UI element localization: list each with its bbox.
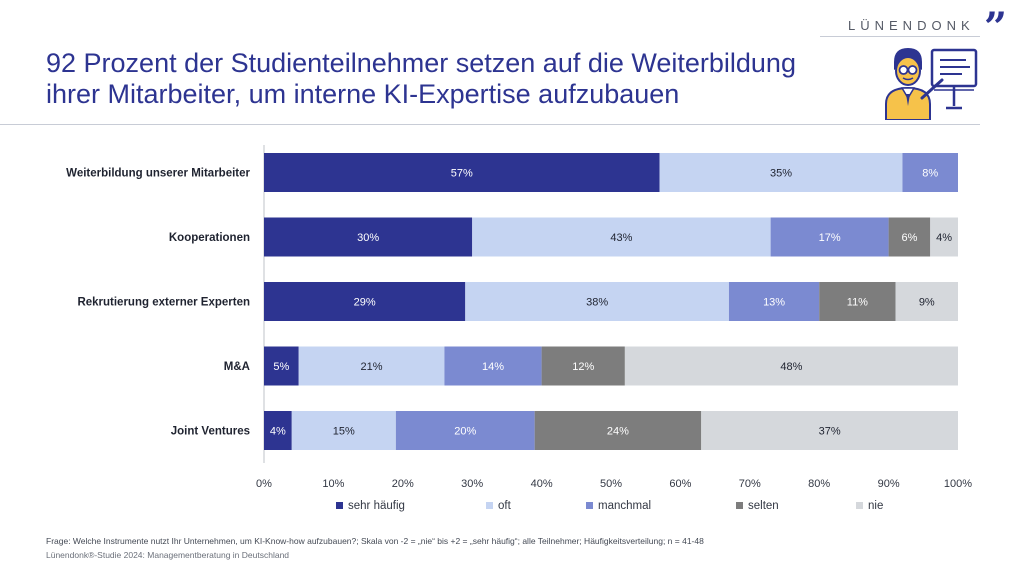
bar-segment: [264, 346, 299, 386]
category-label: Weiterbildung unserer Mitarbeiter: [66, 168, 250, 180]
x-tick-label: 20%: [392, 478, 414, 490]
bar-segment: [472, 217, 771, 257]
x-tick-label: 30%: [461, 478, 483, 490]
data-label: 5%: [273, 361, 289, 373]
chart-legend: sehr häufig oft manchmal selten nie: [336, 500, 883, 512]
data-label: 21%: [361, 361, 383, 373]
presenter-illustration-icon: [885, 48, 978, 120]
data-label: 4%: [936, 232, 952, 244]
x-tick-label: 40%: [531, 478, 553, 490]
bar-segment: [298, 346, 445, 386]
data-label: 12%: [572, 361, 594, 373]
x-tick-label: 100%: [944, 478, 972, 490]
legend-label: sehr häufig: [348, 500, 405, 512]
x-tick-label: 10%: [322, 478, 344, 490]
bar-segment: [465, 282, 729, 321]
whiteboard-icon: [930, 48, 978, 110]
x-tick-label: 90%: [878, 478, 900, 490]
data-label: 57%: [451, 168, 473, 180]
bar-segment: [264, 217, 473, 257]
bar-segment: [624, 346, 958, 386]
page-title: 92 Prozent der Studienteilnehmer setzen …: [46, 48, 886, 110]
legend-swatch: [486, 502, 493, 509]
x-axis: 0% 10% 20% 30% 40% 50% 60% 70% 80% 90% 100%: [256, 478, 972, 490]
data-label: 6%: [901, 232, 917, 244]
data-label: 15%: [333, 426, 355, 438]
legend-swatch: [336, 502, 343, 509]
person-icon: [885, 48, 944, 120]
data-label: 9%: [919, 297, 935, 309]
bar-segment: [888, 217, 931, 257]
legend-label: nie: [868, 500, 883, 512]
x-tick-label: 50%: [600, 478, 622, 490]
category-label: Rekrutierung externer Experten: [77, 297, 250, 309]
bar-segment: [770, 217, 889, 257]
brand-quote-mark: ”: [984, 4, 1008, 51]
bar-segment: [444, 346, 542, 386]
bar-segment: [534, 411, 702, 450]
data-label: 29%: [354, 297, 376, 309]
stacked-bar-chart: Weiterbildung unserer Mitarbeiter Koopera…: [66, 145, 972, 512]
legend-label: manchmal: [598, 500, 651, 512]
category-label: Joint Ventures: [171, 426, 250, 438]
bar-segment: [895, 282, 958, 321]
legend-swatch: [736, 502, 743, 509]
data-label: 35%: [770, 168, 792, 180]
x-tick-label: 80%: [808, 478, 830, 490]
bar-segment: [902, 153, 958, 192]
bar-series: 57% 35% 8% 30% 43% 17% 6% 4% 29% 38% 13% 11% 9% 5% 21%…: [264, 153, 958, 450]
brand-logo-text: LÜNENDONK: [848, 18, 975, 33]
data-label: 43%: [610, 232, 632, 244]
bar-segment: [264, 411, 292, 450]
data-label: 8%: [922, 168, 938, 180]
title-divider: [0, 124, 980, 125]
category-label: M&A: [224, 361, 250, 373]
bar-segment: [264, 153, 660, 192]
x-tick-label: 70%: [739, 478, 761, 490]
data-label: 4%: [270, 426, 286, 438]
legend-label: oft: [498, 500, 512, 512]
bar-segment: [395, 411, 535, 450]
legend-label: selten: [748, 500, 779, 512]
title-line-1: 92 Prozent der Studienteilnehmer setzen …: [46, 48, 796, 78]
data-label: 38%: [586, 297, 608, 309]
data-label: 24%: [607, 426, 629, 438]
bar-segment: [264, 282, 466, 321]
data-label: 14%: [482, 361, 504, 373]
bar-segment: [291, 411, 396, 450]
bar-segment: [659, 153, 903, 192]
data-label: 17%: [819, 232, 841, 244]
data-label: 20%: [454, 426, 476, 438]
data-label: 48%: [780, 361, 802, 373]
data-label: 37%: [819, 426, 841, 438]
source-footnote: Lünendonk®-Studie 2024: Managementberatu…: [46, 550, 290, 560]
top-divider: [820, 36, 980, 37]
x-tick-label: 0%: [256, 478, 272, 490]
data-label: 11%: [847, 297, 868, 309]
category-labels: Weiterbildung unserer Mitarbeiter Koopera…: [66, 168, 250, 438]
x-tick-label: 60%: [669, 478, 691, 490]
category-label: Kooperationen: [169, 232, 250, 244]
data-label: 13%: [763, 297, 785, 309]
legend-swatch: [856, 502, 863, 509]
bar-segment: [930, 217, 958, 257]
legend-swatch: [586, 502, 593, 509]
bar-segment: [541, 346, 625, 386]
survey-question-footnote: Frage: Welche Instrumente nutzt Ihr Unte…: [46, 536, 704, 546]
bar-segment: [728, 282, 820, 321]
bar-segment: [701, 411, 958, 450]
data-label: 30%: [357, 232, 379, 244]
bar-segment: [819, 282, 896, 321]
title-line-2: ihrer Mitarbeiter, um interne KI-Experti…: [46, 79, 680, 109]
